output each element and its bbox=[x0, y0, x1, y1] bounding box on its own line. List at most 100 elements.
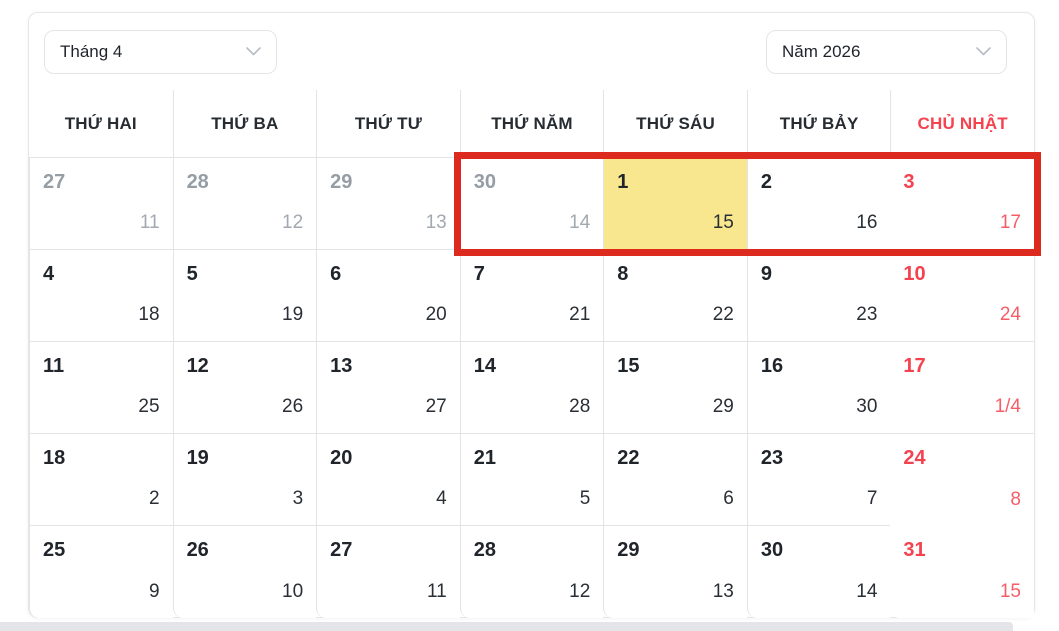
solar-date: 4 bbox=[43, 263, 55, 285]
calendar-cell[interactable]: 21 5 bbox=[459, 434, 604, 526]
calendar-cell[interactable]: 29 13 bbox=[603, 526, 747, 618]
calendar-cell[interactable]: 28 12 bbox=[172, 158, 317, 250]
calendar-cell[interactable]: 20 4 bbox=[316, 434, 460, 526]
solar-date: 10 bbox=[903, 263, 926, 285]
chevron-down-icon bbox=[976, 47, 991, 56]
calendar-cell[interactable]: 9 23 bbox=[746, 250, 891, 342]
calendar-cell[interactable]: 11 25 bbox=[29, 342, 173, 434]
lunar-date: 17 bbox=[999, 212, 1021, 234]
year-select-value: Năm 2026 bbox=[782, 41, 861, 61]
lunar-date: 12 bbox=[569, 581, 591, 603]
lunar-date: 13 bbox=[425, 212, 447, 234]
calendar-cell[interactable]: 17 1/4 bbox=[890, 342, 1034, 434]
solar-date: 12 bbox=[186, 355, 209, 377]
lunar-date: 19 bbox=[282, 304, 304, 326]
calendar-cell[interactable]: 4 18 bbox=[29, 250, 173, 342]
lunar-date: 16 bbox=[856, 212, 878, 234]
calendar-cell[interactable]: 2 16 bbox=[746, 158, 891, 250]
year-select[interactable]: Năm 2026 bbox=[766, 29, 1007, 74]
weekday-header: THỨ HAI bbox=[64, 113, 137, 133]
chevron-down-icon bbox=[246, 47, 261, 56]
calendar-cell[interactable]: 7 21 bbox=[459, 250, 604, 342]
solar-date: 22 bbox=[617, 447, 640, 469]
calendar-cell[interactable]: 18 2 bbox=[29, 434, 173, 526]
calendar-cell[interactable]: 30 14 bbox=[459, 158, 604, 250]
calendar-cell[interactable]: 5 19 bbox=[172, 250, 317, 342]
lunar-date: 21 bbox=[569, 304, 591, 326]
lunar-date: 6 bbox=[723, 488, 734, 510]
solar-date: 27 bbox=[330, 539, 353, 561]
solar-date: 16 bbox=[760, 355, 784, 377]
calendar-grid: 27 11 28 12 29 13 30 14 1 15 2 16 3 17 4 18 5 19 6 20 7 21 8 22… bbox=[29, 152, 1041, 618]
lunar-date: 3 bbox=[292, 488, 304, 510]
lunar-date: 12 bbox=[282, 212, 304, 234]
lunar-date: 25 bbox=[138, 396, 160, 418]
weekday-header: THỨ BẢY bbox=[746, 90, 891, 157]
solar-date: 29 bbox=[330, 171, 353, 193]
solar-date: 2 bbox=[760, 171, 772, 193]
lunar-date: 30 bbox=[856, 396, 878, 418]
solar-date: 28 bbox=[473, 539, 496, 561]
solar-date: 1 bbox=[617, 171, 629, 193]
calendar-cell[interactable]: 15 29 bbox=[603, 342, 747, 434]
lunar-date: 29 bbox=[712, 396, 734, 418]
calendar-cell[interactable]: 14 28 bbox=[459, 342, 604, 434]
calendar-cell[interactable]: 1 15 bbox=[603, 158, 747, 250]
solar-date: 13 bbox=[330, 355, 353, 377]
calendar-cell[interactable]: 31 15 bbox=[890, 526, 1034, 618]
calendar-cell[interactable]: 27 11 bbox=[29, 158, 173, 250]
month-select[interactable]: Tháng 4 bbox=[44, 29, 277, 74]
lunar-date: 10 bbox=[282, 581, 304, 603]
calendar-cell[interactable]: 23 7 bbox=[746, 434, 891, 526]
solar-date: 6 bbox=[330, 263, 342, 285]
solar-date: 19 bbox=[186, 447, 209, 469]
lunar-date: 20 bbox=[425, 304, 447, 326]
calendar-cell[interactable]: 13 27 bbox=[316, 342, 460, 434]
solar-date: 17 bbox=[903, 355, 926, 377]
solar-date: 31 bbox=[903, 539, 926, 561]
calendar-cell[interactable]: 16 30 bbox=[746, 342, 891, 434]
weekday-header: CHỦ NHẬT bbox=[890, 90, 1034, 157]
lunar-date: 13 bbox=[712, 581, 734, 603]
calendar-toolbar: Tháng 4 Năm 2026 bbox=[29, 13, 1034, 90]
calendar-cell[interactable]: 29 13 bbox=[316, 158, 460, 250]
solar-date: 7 bbox=[473, 263, 485, 285]
calendar-cell[interactable]: 3 17 bbox=[890, 158, 1034, 250]
solar-date: 5 bbox=[186, 263, 198, 285]
calendar-cell[interactable]: 25 9 bbox=[29, 526, 173, 618]
solar-date: 15 bbox=[617, 355, 640, 377]
solar-date: 23 bbox=[760, 447, 784, 469]
solar-date: 8 bbox=[617, 263, 629, 285]
calendar-cell[interactable]: 27 11 bbox=[316, 526, 460, 618]
lunar-date: 2 bbox=[148, 488, 160, 510]
calendar-card: Tháng 4 Năm 2026 THỨ HAI THỨ BA THỨ TƯ THỨ … bbox=[28, 12, 1041, 618]
lunar-date: 24 bbox=[999, 304, 1021, 326]
solar-date: 28 bbox=[186, 171, 209, 193]
calendar-cell[interactable]: 26 10 bbox=[172, 526, 317, 618]
lunar-date: 28 bbox=[569, 396, 591, 418]
solar-date: 26 bbox=[186, 539, 209, 561]
solar-date: 11 bbox=[43, 355, 65, 377]
weekday-header: THỨ SÁU bbox=[603, 90, 747, 157]
lunar-date: 5 bbox=[579, 488, 591, 510]
calendar-cell[interactable]: 30 14 bbox=[746, 526, 891, 618]
calendar-cell[interactable]: 19 3 bbox=[172, 434, 317, 526]
calendar-cell[interactable]: 24 8 bbox=[890, 434, 1034, 526]
lunar-date: 18 bbox=[138, 304, 160, 326]
calendar-cell[interactable]: 8 22 bbox=[603, 250, 747, 342]
solar-date: 20 bbox=[330, 447, 353, 469]
calendar-cell[interactable]: 10 24 bbox=[890, 250, 1034, 342]
solar-date: 9 bbox=[760, 263, 772, 285]
calendar-cell[interactable]: 22 6 bbox=[603, 434, 747, 526]
month-select-value: Tháng 4 bbox=[60, 41, 123, 61]
calendar-cell[interactable]: 28 12 bbox=[459, 526, 604, 618]
lunar-date: 4 bbox=[436, 488, 447, 510]
solar-date: 3 bbox=[903, 171, 915, 193]
lunar-date: 11 bbox=[426, 581, 447, 603]
lunar-date: 1/4 bbox=[994, 396, 1021, 418]
calendar-cell[interactable]: 12 26 bbox=[172, 342, 317, 434]
solar-date: 25 bbox=[43, 539, 66, 561]
weekday-header: THỨ TƯ bbox=[316, 90, 460, 157]
solar-date: 14 bbox=[473, 355, 496, 377]
calendar-cell[interactable]: 6 20 bbox=[316, 250, 460, 342]
